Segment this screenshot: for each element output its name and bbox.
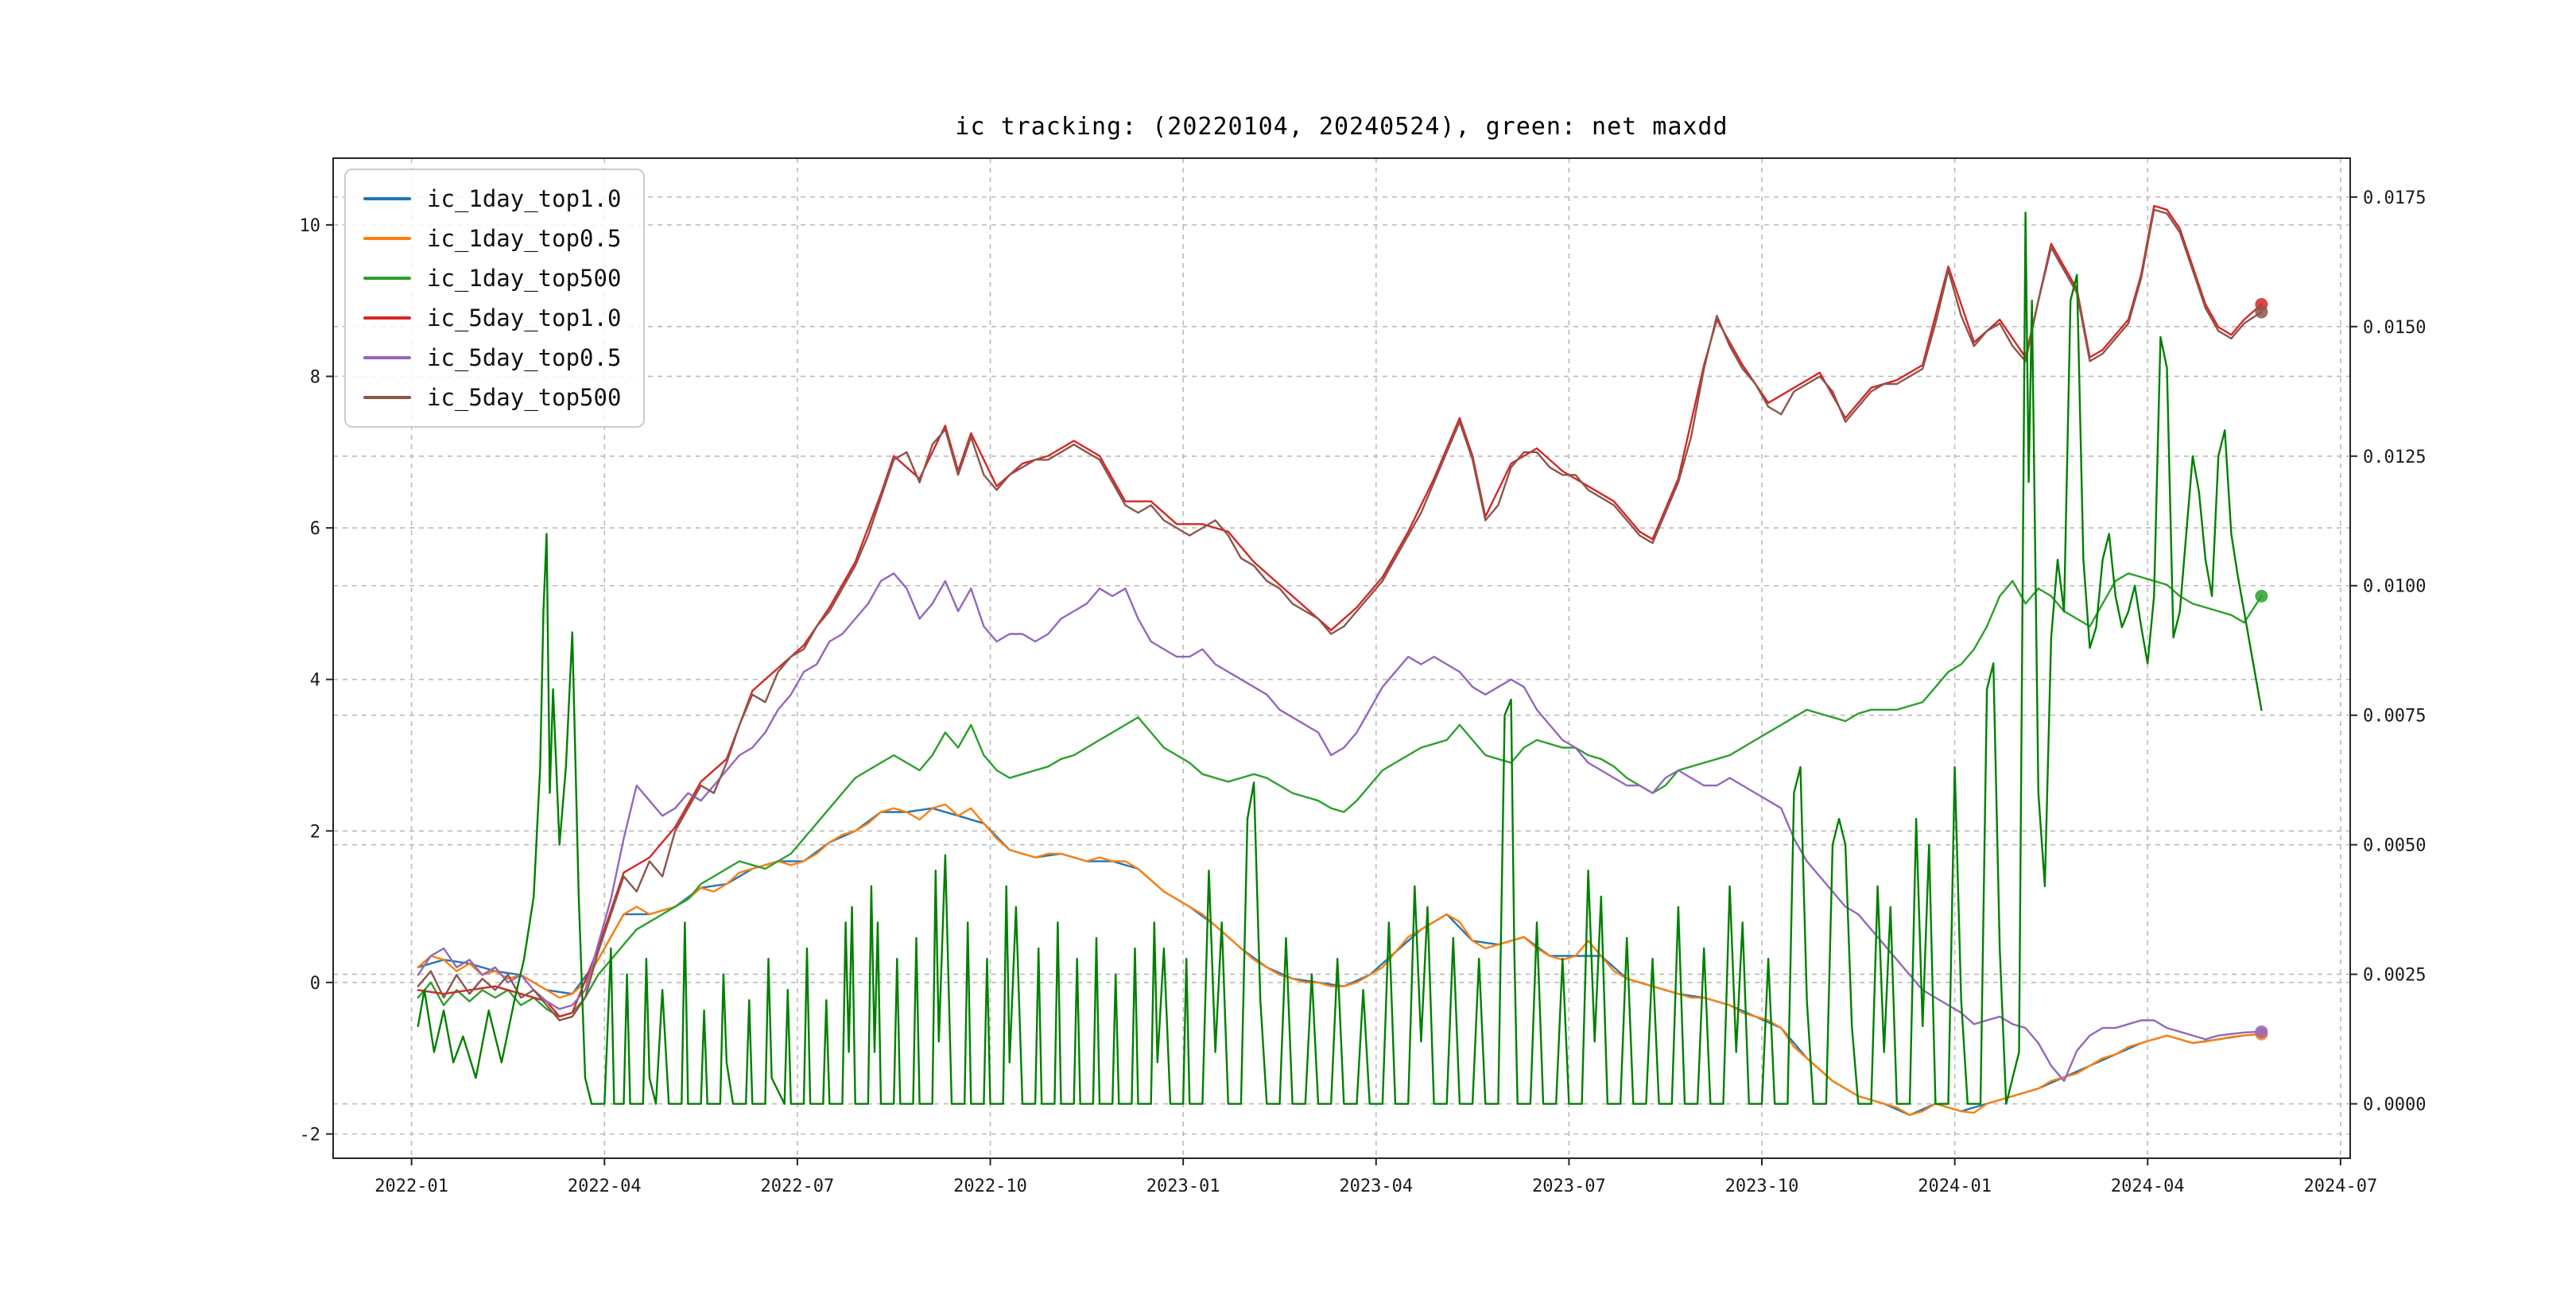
- legend-line-swatch: [363, 316, 411, 320]
- legend-line-swatch: [363, 356, 411, 359]
- y-axis-right-tick-label: 0.0050: [2363, 836, 2426, 856]
- legend-item: ic_5day_top0.5: [363, 342, 621, 374]
- y-axis-right-tick-label: 0.0075: [2363, 707, 2426, 727]
- series-line-ic_1day_top500: [417, 572, 2263, 1018]
- legend-item: ic_1day_top1.0: [363, 183, 621, 215]
- y-axis-left-tick-label: -2: [300, 1126, 321, 1146]
- x-axis-tick-label: 2022-10: [953, 1177, 1027, 1196]
- x-axis-tick-label: 2024-01: [1918, 1177, 1992, 1196]
- series-line-ic_1day_top0.5: [417, 803, 2263, 1116]
- y-axis-right-tick-label: 0.0125: [2363, 448, 2426, 467]
- x-axis-tick-label: 2023-10: [1725, 1177, 1799, 1196]
- y-axis-left-tick-label: 0: [310, 974, 320, 994]
- legend: ic_1day_top1.0 ic_1day_top0.5 ic_1day_to…: [344, 169, 646, 428]
- legend-item: ic_5day_top500: [363, 382, 621, 413]
- series-end-dot-ic_1day_top500: [2255, 589, 2268, 603]
- y-axis-left-tick-label: 2: [310, 822, 320, 842]
- legend-item: ic_1day_top0.5: [363, 223, 621, 254]
- plot-spines: [332, 157, 2351, 1159]
- x-axis-tick-label: 2024-04: [2111, 1177, 2185, 1196]
- legend-item: ic_5day_top1.0: [363, 302, 621, 334]
- legend-line-swatch: [363, 237, 411, 240]
- x-axis-tick-label: 2024-07: [2304, 1177, 2378, 1196]
- series-end-dot-ic_5day_top500: [2255, 305, 2268, 319]
- x-axis-tick-label: 2022-01: [374, 1177, 448, 1196]
- legend-line-swatch: [363, 277, 411, 280]
- legend-item-label: ic_1day_top500: [427, 265, 622, 292]
- legend-item-label: ic_5day_top0.5: [427, 344, 622, 371]
- series-end-dot-ic_5day_top0.5: [2255, 1025, 2268, 1038]
- x-axis-tick-label: 2023-04: [1339, 1177, 1413, 1196]
- legend-item: ic_1day_top500: [363, 262, 621, 294]
- x-axis-tick-label: 2022-07: [761, 1177, 835, 1196]
- x-axis-tick-label: 2022-04: [568, 1177, 642, 1196]
- legend-item-label: ic_5day_top1.0: [427, 304, 622, 331]
- legend-item-label: ic_1day_top1.0: [427, 185, 622, 212]
- legend-item-label: ic_1day_top0.5: [427, 225, 622, 252]
- series-line-ic_5day_top500: [417, 208, 2263, 1022]
- y-axis-left-tick-label: 6: [310, 519, 320, 539]
- x-axis-tick-label: 2023-01: [1146, 1177, 1220, 1196]
- legend-line-swatch: [363, 396, 411, 399]
- y-axis-right-tick-label: 0.0100: [2363, 577, 2426, 597]
- chart-title: ic tracking: (20220104, 20240524), green…: [955, 113, 1728, 141]
- y-axis-right-tick-label: 0.0025: [2363, 966, 2426, 986]
- y-axis-left-tick-label: 10: [300, 216, 321, 236]
- legend-line-swatch: [363, 197, 411, 200]
- y-axis-right-tick-label: 0.0175: [2363, 188, 2426, 208]
- y-axis-left-tick-label: 4: [310, 671, 320, 691]
- y-axis-left-tick-label: 8: [310, 367, 320, 387]
- series-line-ic_5day_top1.0: [417, 204, 2263, 1018]
- legend-item-label: ic_5day_top500: [427, 384, 622, 411]
- series-line-net_maxdd: [417, 211, 2263, 1105]
- y-axis-right-tick-label: 0.0150: [2363, 318, 2426, 338]
- y-axis-right-tick-label: 0.0000: [2363, 1095, 2426, 1115]
- x-axis-tick-label: 2023-07: [1532, 1177, 1606, 1196]
